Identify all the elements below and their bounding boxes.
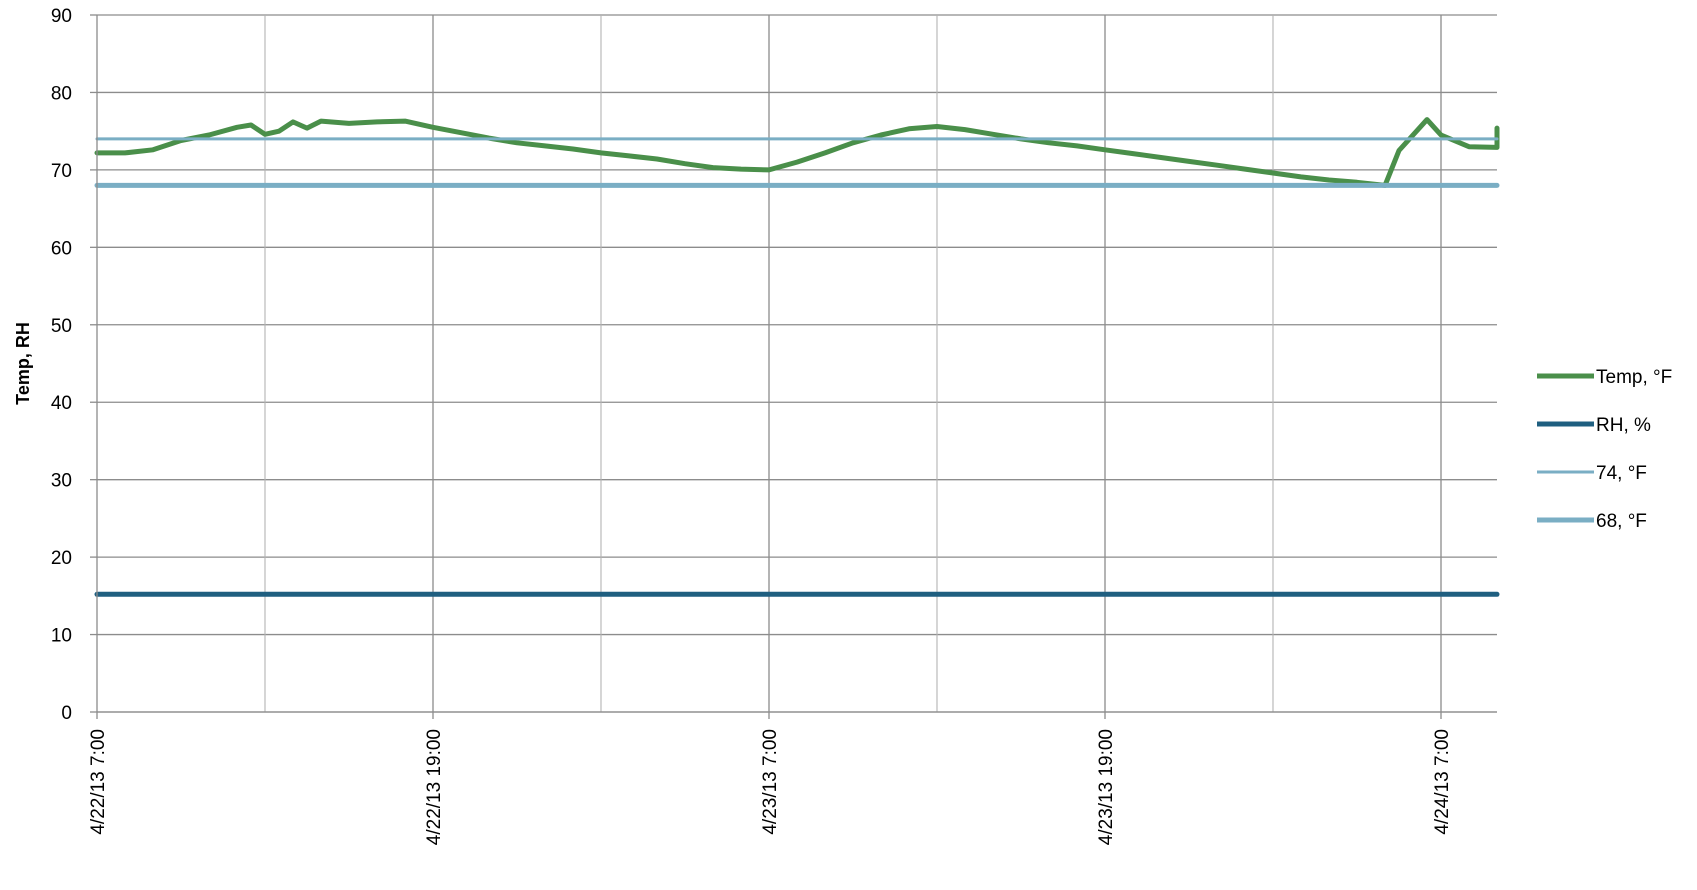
y-tick-label: 20 bbox=[51, 548, 72, 569]
y-axis-title: Temp, RH bbox=[13, 322, 33, 405]
y-tick-label: 0 bbox=[61, 703, 72, 724]
legend-label: Temp, °F bbox=[1596, 367, 1672, 388]
y-tick-label: 90 bbox=[51, 6, 72, 27]
y-tick-label: 70 bbox=[51, 161, 72, 182]
legend-label: 74, °F bbox=[1596, 463, 1647, 484]
y-tick-label: 50 bbox=[51, 316, 72, 337]
series-line-1 bbox=[94, 117, 1500, 188]
x-tick-label: 4/23/13 7:00 bbox=[760, 729, 781, 835]
y-tick-label: 40 bbox=[51, 393, 72, 414]
y-tick-label: 80 bbox=[51, 83, 72, 104]
x-tick-label: 4/24/13 7:00 bbox=[1432, 729, 1453, 835]
x-tick-label: 4/22/13 7:00 bbox=[88, 729, 109, 835]
y-tick-label: 60 bbox=[51, 238, 72, 259]
legend-label: RH, % bbox=[1596, 415, 1651, 436]
y-tick-label: 10 bbox=[51, 626, 72, 647]
y-tick-label: 30 bbox=[51, 471, 72, 492]
x-tick-label: 4/22/13 19:00 bbox=[424, 729, 445, 845]
legend-label: 68, °F bbox=[1596, 511, 1647, 532]
x-tick-label: 4/23/13 19:00 bbox=[1096, 729, 1117, 845]
